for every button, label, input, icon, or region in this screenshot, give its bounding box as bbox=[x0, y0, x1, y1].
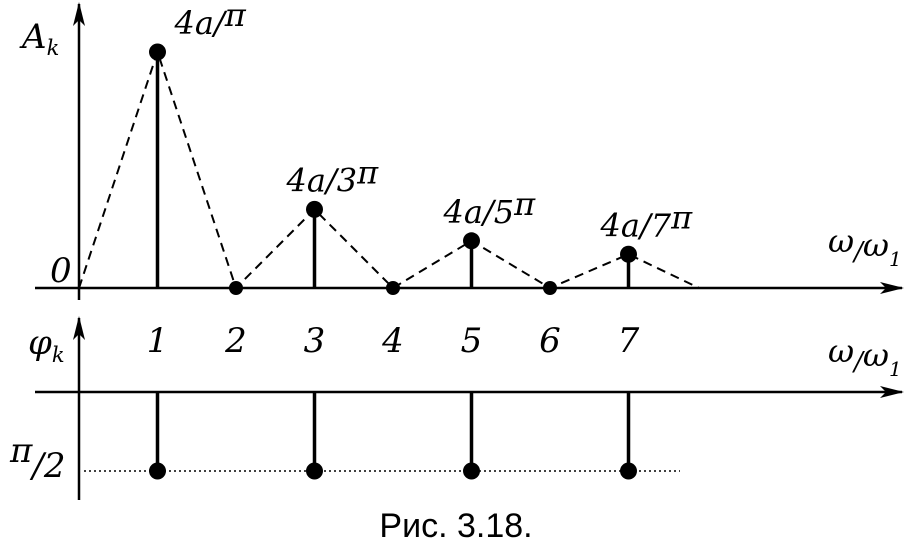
origin-label: 0 bbox=[50, 251, 72, 291]
phase-point-7 bbox=[620, 462, 637, 480]
amplitude-stems bbox=[155, 52, 631, 288]
tick-label-1: 1 bbox=[147, 321, 169, 361]
amplitude-label-5: 4a/5π bbox=[443, 185, 537, 231]
phase-level-label: π/2 bbox=[9, 431, 65, 486]
amplitude-point-7 bbox=[620, 245, 637, 263]
amplitude-label-7: 4a/7π bbox=[600, 198, 694, 244]
phase-stems bbox=[155, 392, 631, 471]
amplitude-x-axis-label: ω/ω1 bbox=[828, 222, 902, 271]
phase-spectrum-panel: φk ω/ω1 π/2 bbox=[9, 316, 904, 500]
amplitude-label-3: 4a/3π bbox=[286, 153, 380, 199]
tick-label-2: 2 bbox=[224, 321, 247, 361]
phase-point-3 bbox=[306, 462, 323, 480]
tick-label-6: 6 bbox=[539, 321, 561, 361]
phase-points bbox=[149, 462, 637, 480]
tick-label-7: 7 bbox=[618, 321, 640, 361]
tick-label-4: 4 bbox=[381, 321, 404, 361]
phase-x-axis-label: ω/ω1 bbox=[828, 332, 902, 381]
phase-y-axis-label: φk bbox=[28, 323, 65, 367]
amplitude-point-5 bbox=[463, 232, 480, 250]
amplitude-point-1 bbox=[149, 43, 166, 61]
harmonic-tick-labels: 1 2 3 4 5 6 7 bbox=[147, 321, 640, 361]
amplitude-y-axis-label: Ak bbox=[19, 17, 59, 60]
phase-point-5 bbox=[463, 462, 480, 480]
amplitude-spectrum-panel: Ak ω/ω1 0 4a/π 4a/3π 4a/5π 4a/7π 1 2 3 4 5 6 7 bbox=[19, 0, 904, 361]
amplitude-point-2 bbox=[229, 281, 243, 295]
amplitude-point-4 bbox=[386, 281, 400, 295]
amplitude-points bbox=[149, 43, 637, 295]
tick-label-3: 3 bbox=[304, 321, 326, 361]
phase-point-1 bbox=[149, 462, 166, 480]
tick-label-5: 5 bbox=[461, 321, 483, 361]
amplitude-envelope-dashed bbox=[78, 48, 700, 290]
figure-caption: Рис. 3.18. bbox=[379, 507, 532, 545]
amplitude-value-labels: 4a/π 4a/3π 4a/5π 4a/7π bbox=[174, 0, 694, 244]
amplitude-point-3 bbox=[306, 200, 323, 218]
amplitude-point-6 bbox=[543, 281, 557, 295]
amplitude-label-1: 4a/π bbox=[174, 0, 247, 42]
